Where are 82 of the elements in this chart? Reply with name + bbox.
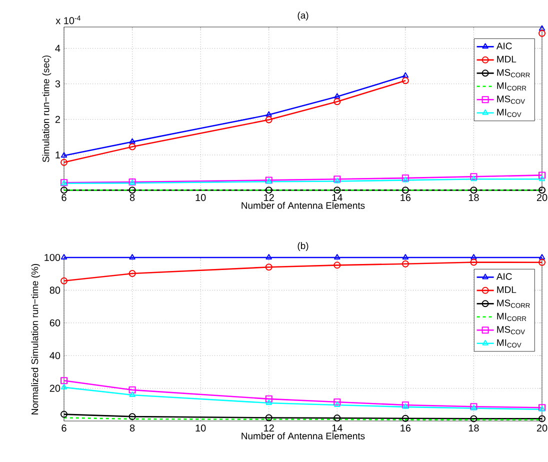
- legend-label: MS$_{COV}$: [497, 96, 525, 104]
- y-axis-title: Simulation run−time (sec): [42, 56, 52, 162]
- y-axis-title: Normalized Simulation run−time (%): [31, 264, 40, 414]
- y-tick-label: 1: [56, 152, 60, 158]
- x-tick-label: 10: [196, 424, 206, 432]
- point: [128, 386, 136, 394]
- point: [334, 254, 340, 260]
- y-tick-label: 2: [55, 116, 60, 123]
- point: [334, 98, 341, 106]
- point: [266, 254, 272, 260]
- x-tick-label: 8: [130, 424, 135, 432]
- y-tick-label: 100: [44, 254, 60, 262]
- chart-title: (a): [298, 12, 308, 20]
- point: [402, 186, 409, 194]
- legend-label: MS$_{COV}$: [497, 326, 525, 334]
- legend-label: MI$_{CORR}$: [497, 312, 526, 322]
- legend-label: MS$_{CORR}$: [497, 300, 530, 308]
- point: [129, 138, 136, 144]
- point: [60, 377, 68, 384]
- y-tick-label: 40: [50, 352, 60, 360]
- point: [265, 414, 272, 422]
- point: [470, 173, 478, 180]
- point: [334, 401, 340, 407]
- point: [470, 176, 477, 182]
- point: [266, 400, 272, 406]
- point: [402, 254, 409, 260]
- chart-title: (b): [298, 242, 308, 251]
- text: x 10$^{-4}$: [56, 16, 80, 24]
- point: [470, 186, 478, 194]
- point: [402, 260, 409, 268]
- x-tick-label: 6: [62, 194, 66, 202]
- y-tick-label: 20: [50, 384, 60, 392]
- point: [470, 258, 478, 266]
- x-axis-title: Number of Antenna Elements: [242, 432, 365, 440]
- x-tick-label: 12: [264, 194, 274, 201]
- point: [265, 395, 272, 402]
- point: [265, 116, 272, 124]
- legend-label: AIC: [496, 42, 512, 50]
- legend-label: MI$_{COV}$: [497, 108, 522, 117]
- point: [129, 254, 136, 260]
- y-tick-label: 3: [55, 80, 60, 88]
- y-tick-label: 4: [55, 44, 60, 52]
- legend-label: MDL: [497, 56, 516, 62]
- point: [334, 93, 340, 99]
- x-tick-label: 20: [536, 194, 548, 202]
- x-tick-label: 18: [468, 194, 479, 202]
- point: [470, 415, 478, 422]
- point: [128, 413, 136, 420]
- point: [538, 172, 546, 179]
- x-tick-label: 18: [468, 424, 479, 432]
- legend-label: AIC: [496, 273, 512, 280]
- x-tick-label: 10: [196, 194, 206, 202]
- x-tick-label: 16: [400, 194, 411, 202]
- point: [266, 111, 272, 117]
- legend-label: MI$_{COV}$: [497, 339, 522, 348]
- point: [265, 186, 272, 194]
- y-tick-label: 60: [50, 319, 60, 326]
- point: [334, 398, 341, 406]
- x-tick-label: 8: [130, 194, 135, 202]
- point: [334, 186, 341, 194]
- x-tick-label: 16: [400, 424, 411, 432]
- x-axis-title: Number of Antenna Elements: [242, 202, 365, 209]
- x-tick-label: 14: [332, 194, 342, 201]
- point: [129, 392, 136, 398]
- x-tick-label: 12: [264, 424, 274, 432]
- legend-label: MDL: [497, 286, 516, 293]
- legend-label: MI$_{CORR}$: [497, 82, 526, 91]
- point: [402, 414, 409, 422]
- x-tick-label: 6: [62, 424, 66, 432]
- x-tick-label: 20: [536, 424, 548, 432]
- point: [538, 30, 546, 37]
- point: [128, 143, 136, 150]
- y-tick-label: 80: [50, 286, 60, 294]
- point: [538, 25, 546, 31]
- point: [470, 254, 477, 260]
- x-tick-label: 14: [332, 424, 342, 432]
- point: [334, 262, 341, 269]
- legend-label: MS$_{CORR}$: [497, 69, 530, 78]
- point: [265, 264, 272, 271]
- point: [334, 414, 341, 422]
- point: [128, 186, 136, 194]
- point: [128, 270, 136, 278]
